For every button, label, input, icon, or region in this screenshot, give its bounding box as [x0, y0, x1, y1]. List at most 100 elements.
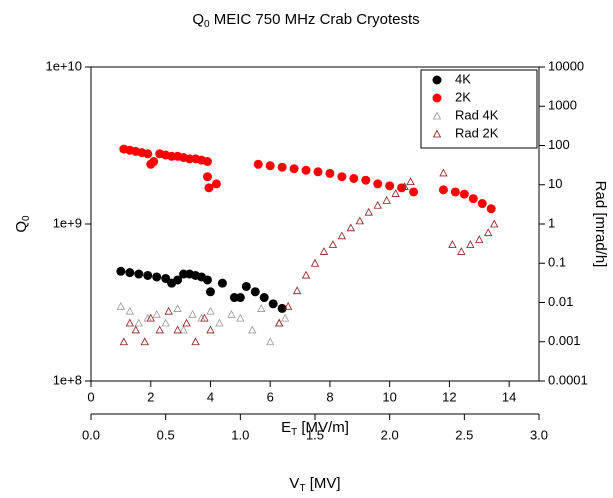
label-part: E [281, 419, 291, 436]
x-tick-label: 2 [147, 389, 154, 404]
legend-label: Rad 4K [455, 107, 499, 122]
triangle-marker [206, 325, 215, 334]
triangle-marker [328, 240, 338, 248]
x-tick-label: 8 [326, 389, 333, 404]
triangle-marker [475, 235, 484, 244]
circle-marker [202, 157, 212, 167]
circle-marker [325, 168, 335, 178]
triangle-marker [152, 309, 161, 318]
y2-tick-label: 0.1 [548, 255, 566, 270]
x2-tick-label: 1.0 [231, 427, 249, 442]
circle-marker [277, 162, 287, 172]
label-part: [MV/m] [297, 419, 349, 436]
label-sub: T [299, 483, 305, 494]
triangle-marker [457, 247, 466, 255]
y2-tick-label: 0.001 [548, 333, 581, 348]
triangle-marker [346, 223, 356, 232]
circle-marker [204, 183, 214, 193]
x-tick-label: 6 [267, 389, 274, 404]
circle-marker [486, 204, 496, 214]
triangle-marker [274, 318, 284, 327]
triangle-marker [155, 325, 164, 334]
circle-marker [385, 181, 395, 191]
y2-tick-label: 0.0001 [548, 372, 588, 387]
x-tick-label: 0 [87, 389, 94, 404]
legend-label: Rad 2K [455, 125, 499, 140]
circle-marker [277, 303, 287, 313]
circle-marker [468, 194, 478, 204]
triangle-marker [116, 301, 126, 310]
triangle-marker [382, 196, 391, 204]
label-part: V [289, 475, 299, 492]
triangle-marker [448, 240, 457, 248]
circle-marker [450, 187, 460, 197]
circle-marker [265, 161, 275, 171]
x2-tick-label: 0.0 [82, 427, 100, 442]
circle-marker [143, 149, 153, 159]
x-tick-label: 4 [207, 389, 214, 404]
triangle-marker [280, 313, 290, 322]
triangle-marker [400, 182, 409, 190]
triangle-marker [337, 231, 347, 240]
triangle-marker [266, 337, 275, 346]
triangle-marker [125, 306, 134, 315]
label-part: [MV] [306, 475, 341, 492]
triangle-marker [134, 318, 143, 327]
triangle-marker [164, 306, 173, 315]
y-tick-label: 1e+9 [53, 215, 82, 230]
label-part: Q [13, 221, 30, 233]
x-tick-label: 14 [502, 389, 516, 404]
triangle-marker [283, 301, 293, 310]
circle-marker [268, 299, 278, 309]
circle-marker [125, 268, 135, 278]
x-tick-label: 12 [442, 389, 456, 404]
circle-marker [173, 275, 183, 285]
triangle-marker [119, 337, 129, 346]
y2-tick-label: 100 [548, 137, 570, 152]
circle-marker [349, 173, 359, 183]
triangle-marker [200, 313, 209, 322]
triangle-marker [406, 177, 415, 186]
circle-marker [143, 270, 153, 280]
x2-tick-label: 0.5 [157, 427, 175, 442]
legend-marker [432, 111, 442, 120]
triangle-marker [146, 313, 155, 322]
title-part: MEIC 750 MHz Crab Cryotests [210, 11, 420, 28]
legend-label: 4K [455, 71, 471, 86]
circle-marker [337, 172, 347, 182]
triangle-marker [248, 325, 257, 334]
circle-marker [438, 185, 448, 195]
triangle-marker [236, 313, 245, 322]
x2-tick-label: 2.0 [381, 427, 399, 442]
circle-marker [205, 287, 215, 297]
circle-marker [202, 275, 212, 285]
triangle-marker [373, 200, 382, 209]
circle-marker [289, 164, 299, 174]
triangle-marker [439, 168, 448, 177]
title-sub: 0 [204, 19, 210, 30]
y2-tick-label: 10 [548, 176, 562, 191]
circle-marker [477, 199, 487, 209]
triangle-marker [364, 207, 373, 216]
y2-tick-label: 10000 [548, 58, 584, 73]
triangle-marker [355, 216, 364, 225]
triangle-marker [257, 304, 266, 312]
circle-marker [409, 187, 419, 197]
triangle-marker [182, 318, 191, 327]
circle-marker [241, 281, 251, 291]
triangle-marker [484, 228, 493, 237]
triangle-marker [292, 286, 302, 295]
triangle-marker [131, 325, 140, 334]
triangle-marker [490, 219, 499, 228]
circle-marker [217, 278, 227, 288]
circle-marker [211, 179, 221, 189]
y2-tick-label: 0.01 [548, 294, 573, 309]
label-sub: T [291, 427, 297, 438]
triangle-marker [173, 325, 182, 334]
circle-marker [301, 165, 311, 175]
x-axis-label: ET [MV/m] [281, 419, 349, 438]
triangle-marker [466, 240, 475, 248]
circle-marker [235, 293, 245, 303]
triangle-marker [140, 337, 149, 346]
